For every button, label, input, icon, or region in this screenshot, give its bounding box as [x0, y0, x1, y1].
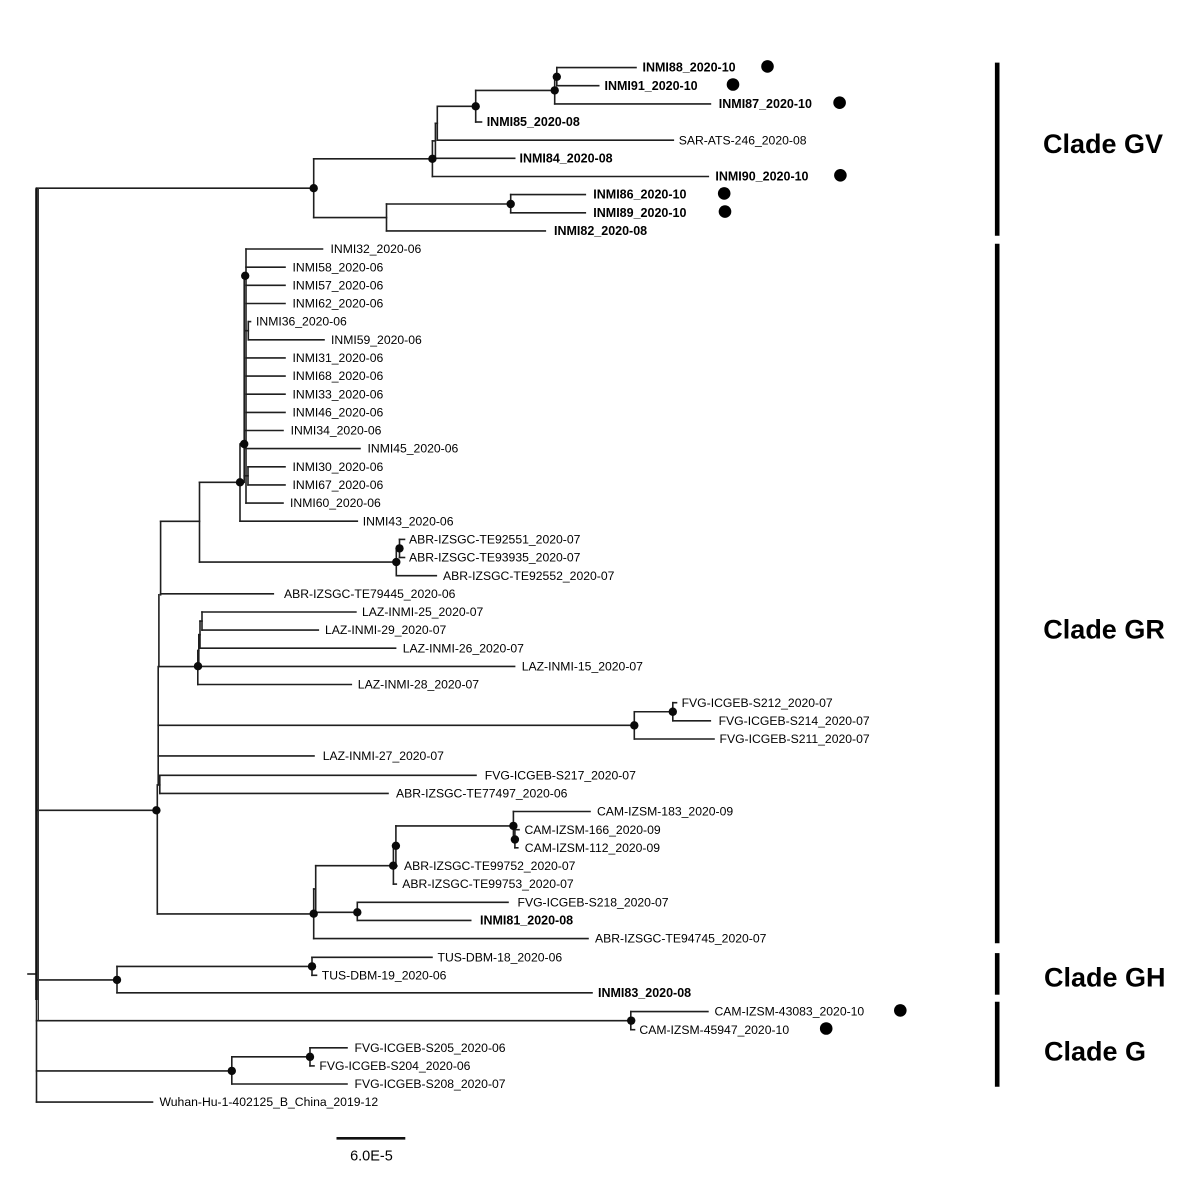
svg-text:TUS-DBM-18_2020-06: TUS-DBM-18_2020-06 — [438, 950, 563, 964]
svg-text:CAM-IZSM-43083_2020-10: CAM-IZSM-43083_2020-10 — [715, 1005, 865, 1019]
svg-text:ABR-IZSGC-TE92551_2020-07: ABR-IZSGC-TE92551_2020-07 — [409, 533, 581, 547]
svg-text:INMI36_2020-06: INMI36_2020-06 — [256, 315, 347, 329]
svg-text:LAZ-INMI-28_2020-07: LAZ-INMI-28_2020-07 — [358, 678, 479, 692]
svg-text:INMI86_2020-10: INMI86_2020-10 — [593, 188, 686, 202]
svg-text:INMI30_2020-06: INMI30_2020-06 — [293, 460, 384, 474]
svg-text:ABR-IZSGC-TE99752_2020-07: ABR-IZSGC-TE99752_2020-07 — [404, 859, 576, 873]
svg-text:ABR-IZSGC-TE79445_2020-06: ABR-IZSGC-TE79445_2020-06 — [284, 587, 456, 601]
svg-text:INMI34_2020-06: INMI34_2020-06 — [291, 424, 382, 438]
svg-text:INMI58_2020-06: INMI58_2020-06 — [293, 260, 384, 274]
svg-text:FVG-ICGEB-S208_2020-07: FVG-ICGEB-S208_2020-07 — [355, 1077, 506, 1091]
svg-text:INMI59_2020-06: INMI59_2020-06 — [331, 333, 422, 347]
svg-text:ABR-IZSGC-TE94745_2020-07: ABR-IZSGC-TE94745_2020-07 — [595, 932, 767, 946]
svg-text:Clade GV: Clade GV — [1043, 129, 1163, 159]
svg-text:6.0E-5: 6.0E-5 — [350, 1149, 393, 1165]
svg-text:INMI87_2020-10: INMI87_2020-10 — [719, 97, 812, 111]
svg-text:FVG-ICGEB-S214_2020-07: FVG-ICGEB-S214_2020-07 — [719, 714, 870, 728]
svg-text:INMI33_2020-06: INMI33_2020-06 — [293, 387, 384, 401]
svg-text:INMI89_2020-10: INMI89_2020-10 — [593, 206, 686, 220]
svg-text:INMI32_2020-06: INMI32_2020-06 — [331, 242, 422, 256]
svg-text:FVG-ICGEB-S211_2020-07: FVG-ICGEB-S211_2020-07 — [720, 732, 870, 746]
svg-text:INMI31_2020-06: INMI31_2020-06 — [293, 351, 384, 365]
svg-text:CAM-IZSM-45947_2020-10: CAM-IZSM-45947_2020-10 — [639, 1023, 789, 1037]
svg-text:INMI84_2020-08: INMI84_2020-08 — [520, 151, 613, 165]
svg-text:INMI83_2020-08: INMI83_2020-08 — [598, 986, 691, 1000]
svg-text:INMI82_2020-08: INMI82_2020-08 — [554, 224, 647, 238]
svg-text:INMI46_2020-06: INMI46_2020-06 — [293, 406, 384, 420]
svg-text:INMI60_2020-06: INMI60_2020-06 — [290, 496, 381, 510]
svg-text:ABR-IZSGC-TE77497_2020-06: ABR-IZSGC-TE77497_2020-06 — [396, 787, 568, 801]
svg-text:Wuhan-Hu-1-402125_B_China_2019: Wuhan-Hu-1-402125_B_China_2019-12 — [160, 1095, 379, 1109]
svg-text:SAR-ATS-246_2020-08: SAR-ATS-246_2020-08 — [679, 133, 807, 147]
svg-text:INMI91_2020-10: INMI91_2020-10 — [605, 79, 698, 93]
svg-text:INMI57_2020-06: INMI57_2020-06 — [293, 278, 384, 292]
svg-text:LAZ-INMI-26_2020-07: LAZ-INMI-26_2020-07 — [403, 641, 524, 655]
svg-text:CAM-IZSM-112_2020-09: CAM-IZSM-112_2020-09 — [525, 841, 660, 855]
svg-text:CAM-IZSM-166_2020-09: CAM-IZSM-166_2020-09 — [525, 823, 661, 837]
svg-text:Clade GH: Clade GH — [1044, 963, 1166, 993]
svg-text:CAM-IZSM-183_2020-09: CAM-IZSM-183_2020-09 — [597, 805, 733, 819]
svg-text:INMI68_2020-06: INMI68_2020-06 — [293, 369, 384, 383]
svg-text:INMI85_2020-08: INMI85_2020-08 — [487, 115, 580, 129]
svg-text:FVG-ICGEB-S204_2020-06: FVG-ICGEB-S204_2020-06 — [319, 1059, 470, 1073]
svg-text:Clade G: Clade G — [1044, 1036, 1146, 1066]
svg-text:INMI88_2020-10: INMI88_2020-10 — [643, 61, 736, 75]
svg-text:INMI90_2020-10: INMI90_2020-10 — [715, 170, 808, 184]
svg-text:FVG-ICGEB-S205_2020-06: FVG-ICGEB-S205_2020-06 — [355, 1041, 506, 1055]
svg-text:INMI62_2020-06: INMI62_2020-06 — [293, 297, 384, 311]
svg-text:FVG-ICGEB-S212_2020-07: FVG-ICGEB-S212_2020-07 — [682, 696, 833, 710]
svg-text:ABR-IZSGC-TE99753_2020-07: ABR-IZSGC-TE99753_2020-07 — [402, 877, 574, 891]
svg-text:INMI45_2020-06: INMI45_2020-06 — [368, 442, 459, 456]
svg-text:TUS-DBM-19_2020-06: TUS-DBM-19_2020-06 — [322, 968, 447, 982]
svg-text:LAZ-INMI-15_2020-07: LAZ-INMI-15_2020-07 — [522, 660, 643, 674]
svg-text:FVG-ICGEB-S218_2020-07: FVG-ICGEB-S218_2020-07 — [518, 895, 669, 909]
svg-text:INMI43_2020-06: INMI43_2020-06 — [363, 514, 454, 528]
svg-text:LAZ-INMI-29_2020-07: LAZ-INMI-29_2020-07 — [325, 623, 446, 637]
svg-text:INMI81_2020-08: INMI81_2020-08 — [480, 914, 573, 928]
svg-text:INMI67_2020-06: INMI67_2020-06 — [293, 478, 384, 492]
svg-text:FVG-ICGEB-S217_2020-07: FVG-ICGEB-S217_2020-07 — [485, 768, 636, 782]
svg-text:ABR-IZSGC-TE93935_2020-07: ABR-IZSGC-TE93935_2020-07 — [409, 551, 581, 565]
svg-text:ABR-IZSGC-TE92552_2020-07: ABR-IZSGC-TE92552_2020-07 — [443, 569, 615, 583]
svg-text:Clade GR: Clade GR — [1043, 615, 1165, 645]
svg-text:LAZ-INMI-27_2020-07: LAZ-INMI-27_2020-07 — [323, 749, 444, 763]
svg-text:LAZ-INMI-25_2020-07: LAZ-INMI-25_2020-07 — [362, 605, 483, 619]
